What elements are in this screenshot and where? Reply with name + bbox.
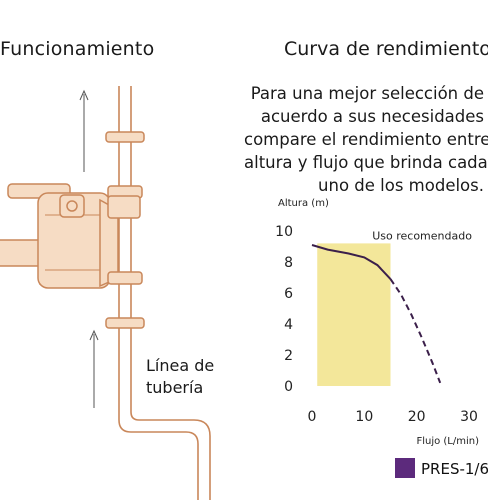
y-tick-label: 6 (284, 286, 293, 302)
x-axis-label: Flujo (L/min) (416, 436, 479, 447)
flow-arrow-up-bottom (89, 329, 99, 408)
description-text: Para una mejor selección de acuerdo a su… (244, 82, 488, 197)
y-tick-label: 8 (284, 255, 293, 271)
performance-curve-dashed (389, 278, 442, 384)
legend-label: PRES-1/6 (421, 460, 488, 478)
pipe-label-line-1: Línea de (146, 356, 215, 375)
flow-arrow-up-top (79, 89, 89, 172)
y-tick-label: 0 (284, 379, 293, 395)
legend-swatch (395, 458, 415, 478)
pipe-inner-wall (130, 86, 211, 500)
description-line-4: altura y flujo que brinda cada (244, 153, 488, 172)
y-tick-label: 4 (284, 317, 293, 333)
pipe-outer-wall (118, 86, 199, 500)
description-line-1: Para una mejor selección de (250, 84, 484, 103)
x-tick-label: 30 (460, 409, 478, 425)
water-pipe (118, 86, 211, 500)
pipe-fittings (105, 131, 145, 329)
description-line-2: acuerdo a sus necesidades (260, 107, 484, 126)
recommended-zone (317, 243, 391, 386)
x-tick-label: 20 (408, 409, 426, 425)
pipe-line-label: Línea de tubería (146, 355, 214, 399)
pump-installation-diagram (0, 86, 211, 500)
description-line-3: compare el rendimiento entre (244, 130, 488, 149)
y-tick-label: 10 (275, 224, 293, 240)
performance-curve-title: Curva de rendimiento (284, 38, 488, 60)
recommended-zone-label: Uso recomendado (372, 229, 472, 242)
x-tick-label: 0 (308, 409, 317, 425)
y-tick-label: 2 (284, 348, 293, 364)
description-line-5: uno de los modelos. (318, 176, 484, 195)
functioning-title: Funcionamiento (0, 38, 155, 60)
x-tick-label: 10 (355, 409, 373, 425)
pipe-label-line-2: tubería (146, 378, 204, 397)
performance-curve-solid (311, 244, 392, 280)
y-axis-label: Altura (m) (278, 198, 329, 209)
